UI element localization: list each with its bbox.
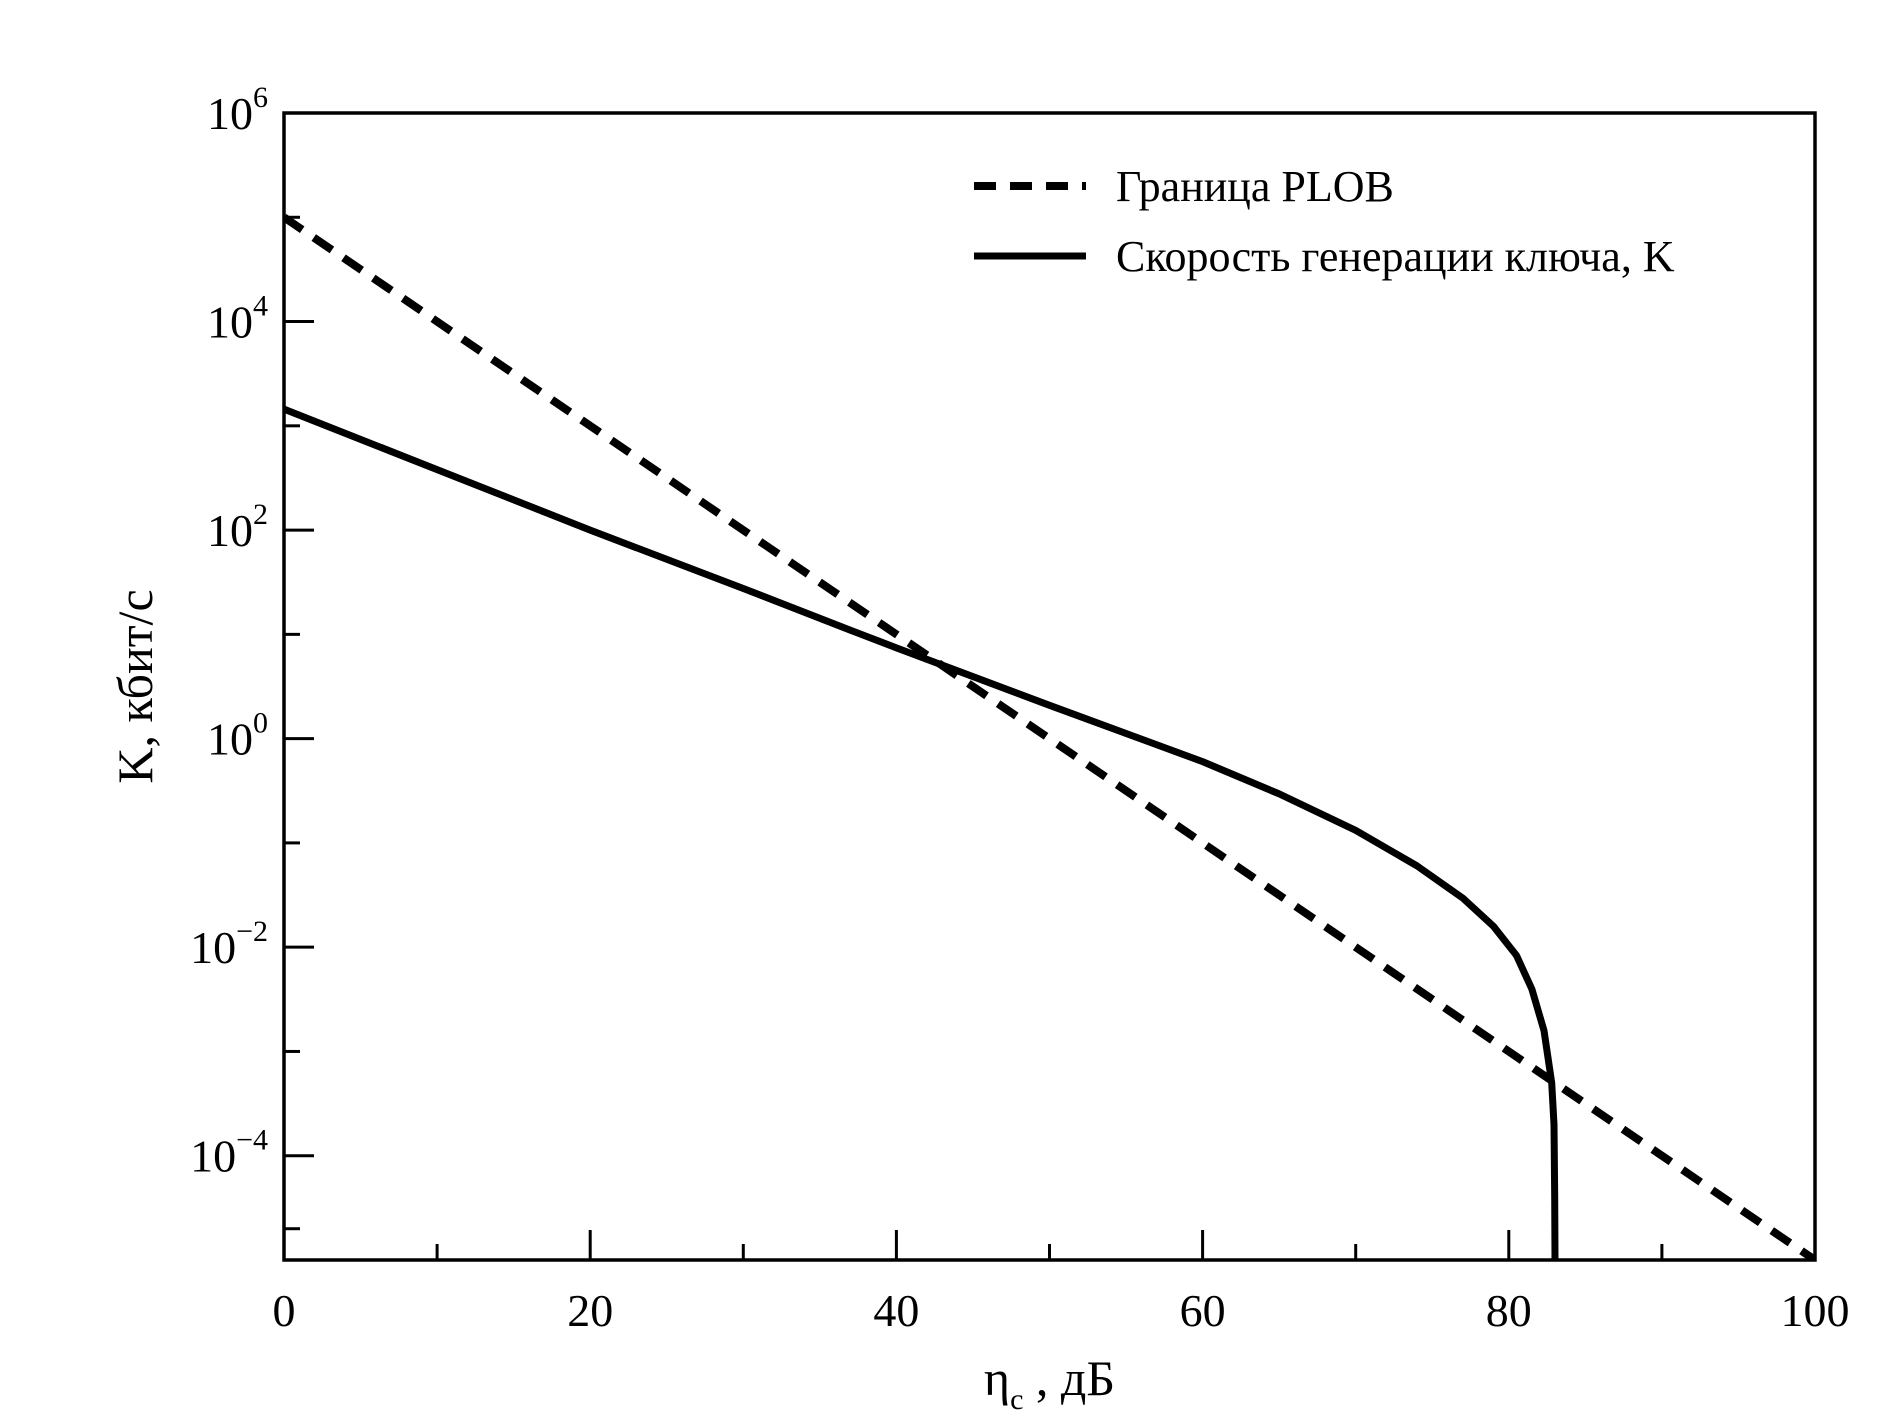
x-axis-label-sub: c [1010,1383,1023,1416]
y-tick-label: 102 [207,498,268,556]
y-tick-label: 106 [207,81,268,139]
series-line-plob-bound [284,213,1815,1260]
legend: Граница PLOB Скорость генерации ключа, K [974,162,1675,281]
x-tick-label: 0 [273,1285,296,1336]
plot-frame [282,111,1817,1262]
legend-label-key-rate: Скорость генерации ключа, K [1116,232,1675,281]
y-tick-label: 104 [207,290,268,348]
x-tick-label: 60 [1180,1285,1226,1336]
x-tick-label: 80 [1486,1285,1532,1336]
x-tick-label: 100 [1781,1285,1850,1336]
x-tick-label: 20 [567,1285,613,1336]
x-axis-label: ηc , дБ [984,1350,1115,1416]
x-axis-label-main: η [984,1350,1010,1406]
x-axis-label-rest: , дБ [1023,1350,1115,1406]
plot-marks [284,213,1815,1260]
y-tick-label: 10−2 [190,915,268,973]
y-tick-label: 10−4 [190,1124,268,1182]
x-tick-label: 40 [873,1285,919,1336]
legend-label-plob: Граница PLOB [1116,162,1394,211]
y-tick-label: 100 [207,707,268,765]
tick-labels: 0 20 40 60 80 100 10−4 10−2 100 102 104 106 [190,81,1849,1336]
y-axis-label: K, кбит/с [107,589,163,783]
series-line-key-rate [284,405,1559,1260]
ticks [282,111,1817,1260]
